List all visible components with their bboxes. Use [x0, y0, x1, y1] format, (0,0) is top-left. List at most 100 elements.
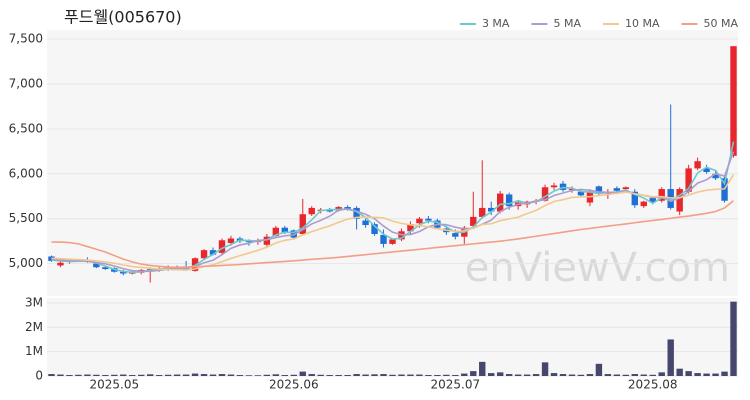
volume-bar	[299, 371, 306, 376]
legend-label: 10 MA	[625, 17, 660, 30]
volume-bar	[111, 374, 118, 376]
candle-body	[326, 209, 333, 212]
candle-body	[730, 46, 737, 156]
volume-bar	[236, 375, 244, 376]
volume-bar	[245, 375, 253, 376]
volume-bar	[613, 374, 621, 376]
volume-bar	[658, 372, 665, 376]
candle-body	[568, 189, 576, 191]
candle-body	[595, 186, 603, 194]
volume-bar	[496, 372, 504, 376]
volume-bar	[308, 374, 315, 376]
candle-body	[102, 267, 109, 270]
volume-bar	[102, 375, 109, 376]
y-tick-label: 7,000	[9, 76, 43, 90]
candle-body	[496, 193, 504, 212]
x-tick-label: 2025.07	[431, 378, 481, 392]
volume-bar	[380, 374, 387, 376]
candle-body	[209, 250, 217, 255]
volume-bar	[649, 374, 656, 376]
candle-body	[416, 218, 423, 224]
volume-bar	[227, 374, 235, 376]
candle-body	[541, 187, 549, 201]
volume-bar	[523, 374, 531, 376]
volume-bar	[129, 375, 136, 376]
volume-bar	[712, 373, 719, 376]
candle-body	[479, 207, 486, 217]
volume-bar	[452, 375, 459, 376]
volume-bar	[505, 374, 513, 376]
candle-body	[344, 207, 351, 209]
volume-bar	[173, 374, 181, 376]
candle-body	[263, 236, 271, 245]
volume-bar	[703, 373, 710, 376]
volume-bar	[84, 374, 91, 376]
volume-bar	[559, 374, 567, 376]
candle-body	[407, 224, 414, 232]
volume-bar	[667, 339, 674, 376]
volume-bar	[398, 374, 405, 376]
volume-bar	[57, 374, 64, 376]
x-tick-label: 2025.05	[89, 378, 139, 392]
candle-body	[685, 168, 692, 192]
volume-bar	[200, 374, 208, 376]
volume-bar	[541, 362, 549, 376]
volume-bar	[389, 374, 396, 376]
candle-body	[488, 207, 495, 212]
candle-body	[622, 187, 630, 190]
volume-bar	[407, 374, 414, 376]
legend-label: 5 MA	[553, 17, 581, 30]
volume-bar	[514, 374, 522, 376]
volume-bar	[622, 374, 630, 376]
volume-bar	[191, 373, 199, 376]
volume-bar	[155, 375, 163, 376]
volume-bar	[595, 363, 603, 376]
volume-bar	[640, 374, 647, 376]
volume-panel	[47, 298, 738, 376]
volume-bar	[470, 371, 477, 376]
volume-bar	[66, 375, 73, 376]
candle-body	[272, 227, 280, 236]
volume-bar	[326, 375, 333, 376]
candle-body	[245, 241, 253, 243]
volume-bar	[209, 374, 217, 376]
volume-bar	[218, 374, 226, 376]
candle-body	[93, 263, 100, 268]
volume-bar	[147, 374, 154, 376]
volume-bar	[263, 374, 271, 376]
candle-body	[640, 201, 647, 207]
volume-bar	[344, 375, 351, 376]
candle-body	[218, 240, 226, 253]
candle-body	[227, 238, 235, 243]
candle-body	[371, 224, 378, 234]
volume-bar	[721, 371, 728, 376]
volume-bar	[676, 368, 683, 376]
y-tick-label: 6,000	[9, 166, 43, 180]
candle-body	[308, 207, 315, 215]
volume-bar	[138, 374, 145, 376]
volume-bar	[604, 374, 612, 376]
volume-bar	[586, 374, 594, 376]
x-tick-label: 2025.08	[628, 378, 678, 392]
candle-body	[57, 262, 64, 266]
ma-line	[51, 200, 735, 269]
candle-body	[120, 271, 127, 274]
candle-body	[505, 194, 513, 207]
ma-line	[51, 174, 735, 271]
chart-title: 푸드웰(005670)	[64, 8, 182, 27]
candle-body	[613, 188, 621, 191]
candle-body	[389, 239, 396, 244]
candle-body	[676, 189, 683, 212]
volume-bar	[371, 374, 378, 376]
candle-body	[425, 218, 432, 221]
candle-body	[470, 216, 477, 226]
candle-body	[299, 214, 306, 234]
y-tick-label: 5,000	[9, 256, 43, 270]
candle-body	[452, 233, 459, 237]
volume-bar	[281, 375, 289, 376]
volume-bar	[93, 374, 100, 376]
volume-bar	[75, 374, 82, 376]
volume-bar	[120, 374, 127, 376]
volume-bar	[317, 374, 324, 376]
candle-body	[649, 198, 656, 203]
